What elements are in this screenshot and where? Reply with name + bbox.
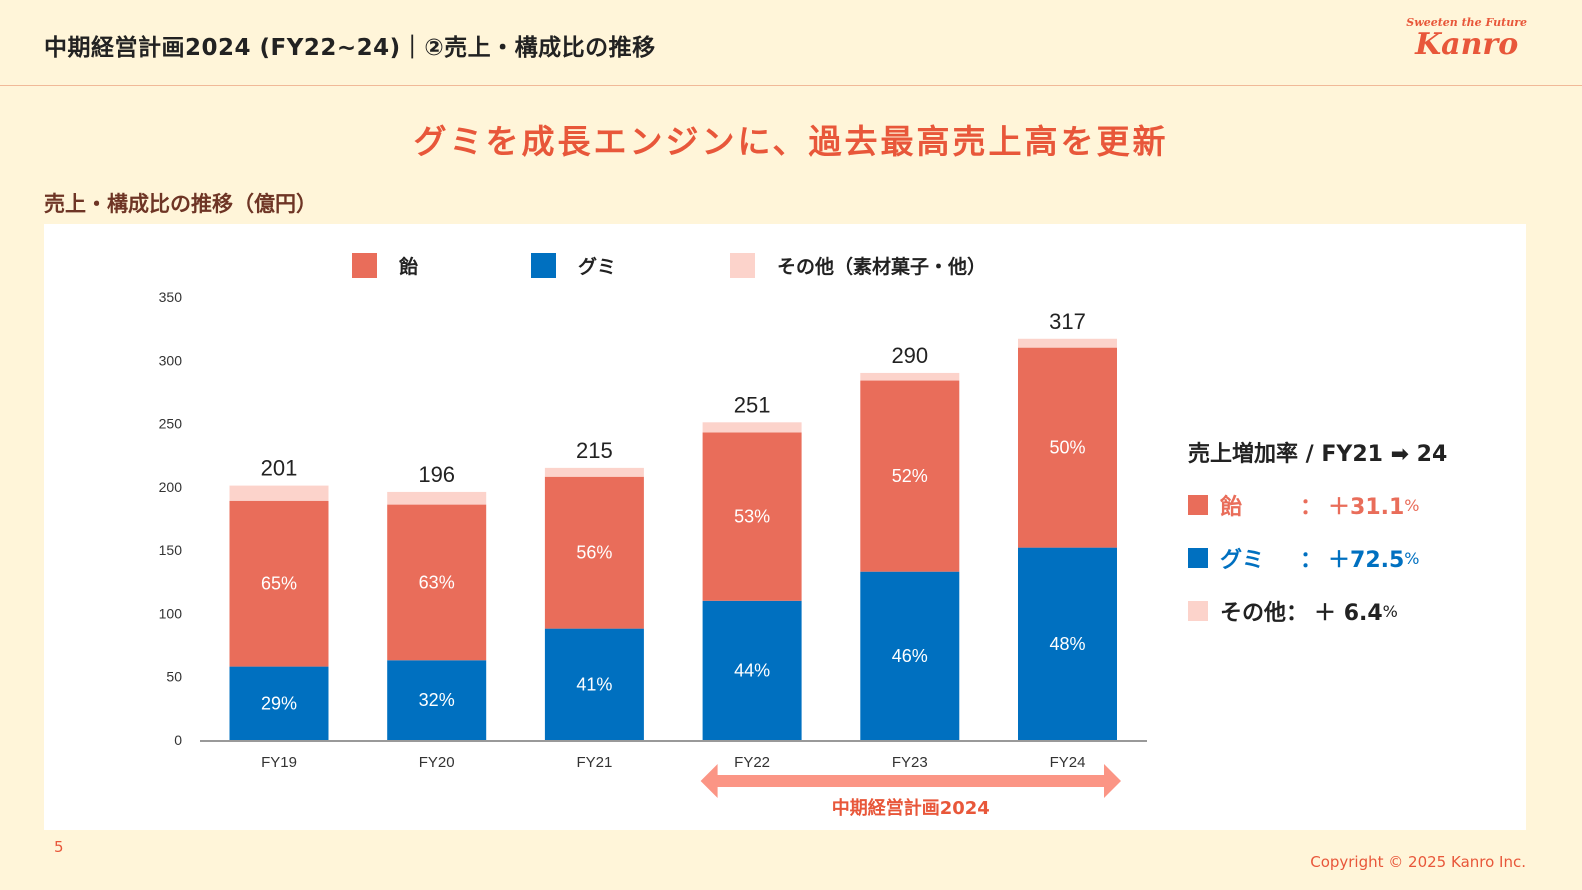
x-tick-label: FY21 bbox=[576, 754, 612, 771]
x-tick-label: FY24 bbox=[1050, 754, 1086, 771]
kanro-logo: Sweeten the Future Kanro bbox=[1406, 16, 1527, 61]
y-tick-label: 100 bbox=[159, 605, 183, 621]
y-tick-label: 300 bbox=[159, 352, 183, 368]
growth-row-gummy: グミ ： ＋72.5 % bbox=[1188, 541, 1447, 575]
bar-segment-other bbox=[1018, 338, 1117, 348]
growth-label-gummy: グミ bbox=[1220, 548, 1265, 573]
bar-segment-other bbox=[387, 491, 487, 505]
slide-header: 中期経営計画2024 (FY22~24)｜②売上・構成比の推移 Sweeten … bbox=[0, 0, 1582, 86]
y-tick-label: 350 bbox=[159, 289, 183, 305]
y-tick-label: 50 bbox=[166, 669, 182, 685]
bar-segment-candy bbox=[702, 432, 802, 601]
x-tick-label: FY19 bbox=[261, 754, 297, 771]
share-label: 46% bbox=[892, 646, 928, 666]
bar-segment-candy bbox=[860, 380, 960, 572]
legend-label-candy: 飴 bbox=[399, 256, 419, 278]
legend-swatch-gummy bbox=[531, 253, 556, 278]
share-label: 53% bbox=[734, 507, 770, 527]
share-label: 56% bbox=[576, 543, 612, 563]
growth-title: 売上増加率 / FY21 ➡ 24 bbox=[1188, 442, 1448, 467]
growth-row-candy: 飴 ： ＋31.1 % bbox=[1188, 488, 1447, 522]
y-tick-label: 200 bbox=[159, 479, 183, 495]
total-label: 290 bbox=[891, 343, 928, 368]
legend-item-other: その他（素材菓子・他） bbox=[730, 252, 986, 279]
headline: グミを成長エンジンに、過去最高売上高を更新 bbox=[413, 122, 1169, 161]
share-label: 63% bbox=[419, 572, 455, 592]
logo-tagline: Sweeten the Future bbox=[1406, 16, 1527, 29]
share-label: 29% bbox=[261, 693, 297, 713]
share-label: 65% bbox=[261, 574, 297, 594]
growth-row-other: その他 ： ＋ 6.4 % bbox=[1188, 594, 1447, 628]
growth-swatch-other bbox=[1188, 601, 1208, 621]
legend-swatch-candy bbox=[352, 253, 377, 278]
legend-item-candy: 飴 bbox=[352, 252, 418, 279]
growth-swatch-gummy bbox=[1188, 548, 1208, 568]
bar-segment-gummy bbox=[860, 571, 960, 740]
total-label: 215 bbox=[576, 438, 613, 463]
bar-segment-other bbox=[544, 467, 644, 477]
growth-label-candy: 飴 bbox=[1220, 495, 1243, 520]
legend-item-gummy: グミ bbox=[531, 252, 616, 279]
growth-value-candy: ＋31.1 bbox=[1328, 495, 1405, 520]
total-label: 317 bbox=[1049, 309, 1086, 334]
bar-segment-gummy bbox=[702, 600, 802, 740]
slide-title: 中期経営計画2024 (FY22~24)｜②売上・構成比の推移 bbox=[44, 35, 656, 61]
bar-segment-gummy bbox=[1018, 547, 1117, 740]
growth-colon: ： bbox=[1300, 548, 1323, 573]
growth-colon: ： bbox=[1300, 495, 1323, 520]
growth-unit: % bbox=[1404, 495, 1420, 515]
bar-segment-other bbox=[860, 372, 960, 381]
share-label: 41% bbox=[576, 674, 612, 694]
page-number: 5 bbox=[54, 838, 64, 856]
growth-unit: % bbox=[1382, 601, 1398, 621]
share-label: 44% bbox=[734, 660, 770, 680]
section-title: 売上・構成比の推移（億円） bbox=[44, 192, 317, 216]
bar-segment-gummy bbox=[544, 628, 644, 740]
share-label: 32% bbox=[419, 690, 455, 710]
legend-swatch-other bbox=[730, 253, 755, 278]
plan-annotation-label: 中期経営計画2024 bbox=[832, 797, 990, 819]
y-tick-label: 250 bbox=[159, 416, 183, 432]
total-label: 251 bbox=[734, 392, 771, 417]
bar-segment-other bbox=[702, 422, 802, 433]
bar-segment-gummy bbox=[229, 666, 329, 740]
growth-rate-box: 売上増加率 / FY21 ➡ 24 飴 ： ＋31.1 % グミ ： ＋72.5… bbox=[1188, 436, 1447, 647]
growth-value-other: ＋ 6.4 bbox=[1314, 601, 1383, 626]
bar-segment-candy bbox=[1018, 347, 1117, 548]
bar-segment-candy bbox=[387, 504, 487, 661]
total-label: 196 bbox=[418, 462, 455, 487]
logo-brand: Kanro bbox=[1415, 27, 1519, 62]
y-tick-label: 0 bbox=[174, 732, 182, 748]
bar-segment-other bbox=[229, 485, 329, 501]
copyright: Copyright © 2025 Kanro Inc. bbox=[1310, 853, 1526, 871]
legend-label-gummy: グミ bbox=[578, 256, 617, 278]
total-label: 201 bbox=[261, 456, 298, 481]
x-tick-label: FY20 bbox=[419, 754, 455, 771]
bar-segment-candy bbox=[229, 500, 329, 667]
share-label: 50% bbox=[1049, 438, 1085, 458]
share-label: 52% bbox=[892, 466, 928, 486]
x-tick-label: FY23 bbox=[892, 754, 928, 771]
growth-unit: % bbox=[1404, 548, 1420, 568]
y-tick-label: 150 bbox=[159, 542, 183, 558]
growth-label-other: その他 bbox=[1220, 601, 1287, 626]
x-tick-label: FY22 bbox=[734, 754, 770, 771]
growth-swatch-candy bbox=[1188, 495, 1208, 515]
share-label: 48% bbox=[1049, 634, 1085, 654]
double-arrow-icon bbox=[700, 764, 1121, 798]
growth-colon: ： bbox=[1286, 601, 1309, 626]
legend-label-other: その他（素材菓子・他） bbox=[777, 256, 987, 278]
growth-value-gummy: ＋72.5 bbox=[1328, 548, 1405, 573]
bar-segment-gummy bbox=[387, 660, 487, 740]
bar-segment-candy bbox=[544, 476, 644, 629]
